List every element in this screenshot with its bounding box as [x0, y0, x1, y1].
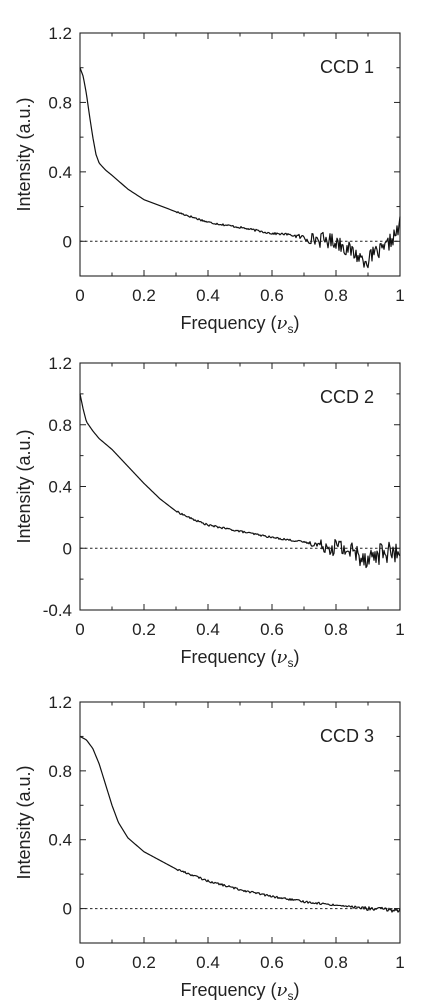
y-tick-label: 1.2: [48, 24, 72, 43]
x-tick-label: 0.4: [196, 620, 220, 639]
x-tick-label: 1: [395, 620, 404, 639]
y-tick-label: 1.2: [48, 354, 72, 373]
y-tick-label: 0.8: [48, 416, 72, 435]
chart-panel-1: 0 0.2 0.4 0.6 0.8 1 0 0.4 0.8 1.2 Intensity (a.u.)…: [14, 24, 405, 336]
series-line: [79, 67, 401, 269]
x-tick-label: 0.6: [260, 286, 284, 305]
x-tick-label: 0.2: [132, 620, 156, 639]
y-tick-label: 0.4: [48, 478, 72, 497]
x-tick-label: 0.6: [260, 953, 284, 972]
x-tick-label: 0: [75, 620, 84, 639]
x-tick-label: 0.8: [324, 620, 348, 639]
y-tick-label: 0.8: [48, 93, 72, 112]
series-line: [79, 735, 401, 913]
y-tick-label: 1.2: [48, 693, 72, 712]
x-tick-label: 0: [75, 286, 84, 305]
y-axis-label: Intensity (a.u.): [14, 765, 34, 879]
x-axis-label: Frequency (νs): [181, 647, 300, 670]
y-tick-label: 0: [63, 232, 72, 251]
x-tick-label: 0.2: [132, 286, 156, 305]
x-tick-label: 1: [395, 953, 404, 972]
y-tick-label: -0.4: [43, 601, 72, 620]
y-tick-label: 0.4: [48, 163, 72, 182]
chart-panel-3: 0 0.2 0.4 0.6 0.8 1 0 0.4 0.8 1.2 Intensity (a.u.)…: [14, 693, 405, 1003]
panel-title: CCD 2: [320, 387, 374, 407]
y-tick-label: 0.8: [48, 762, 72, 781]
panel-title: CCD 1: [320, 57, 374, 77]
y-axis-label: Intensity (a.u.): [14, 429, 34, 543]
x-tick-label: 1: [395, 286, 404, 305]
y-tick-label: 0.4: [48, 831, 72, 850]
y-tick-label: 0: [63, 539, 72, 558]
y-axis-label: Intensity (a.u.): [14, 97, 34, 211]
x-axis-label: Frequency (νs): [181, 980, 300, 1003]
panel-title: CCD 3: [320, 726, 374, 746]
series-line: [79, 393, 401, 569]
x-tick-label: 0.8: [324, 286, 348, 305]
x-tick-label: 0.6: [260, 620, 284, 639]
x-tick-label: 0: [75, 953, 84, 972]
x-axis-label: Frequency (νs): [181, 313, 300, 336]
x-tick-label: 0.4: [196, 286, 220, 305]
x-tick-label: 0.2: [132, 953, 156, 972]
x-tick-label: 0.4: [196, 953, 220, 972]
y-tick-label: 0: [63, 900, 72, 919]
x-tick-label: 0.8: [324, 953, 348, 972]
